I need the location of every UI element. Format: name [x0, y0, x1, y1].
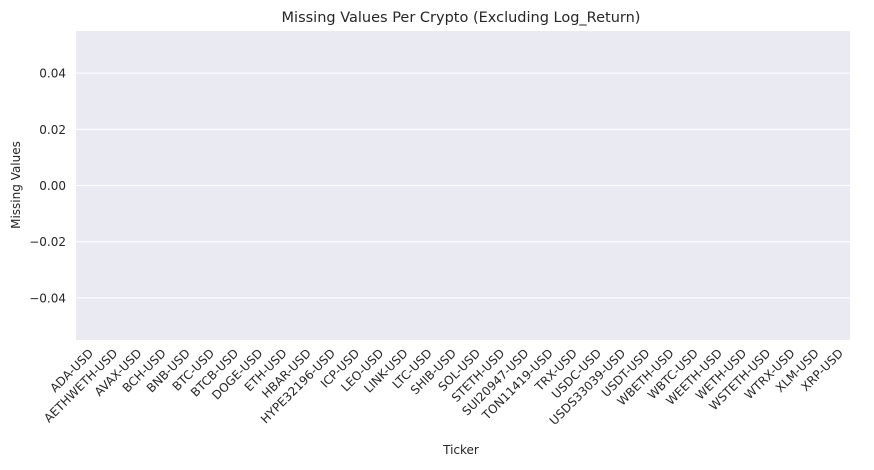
y-tick-label: 0.04 [39, 67, 66, 81]
x-axis-label: Ticker [442, 443, 479, 457]
y-axis-label: Missing Values [9, 141, 23, 229]
y-tick-labels: 0.04 0.02 0.00 −0.02 −0.04 [29, 67, 66, 306]
y-tick-label: −0.02 [29, 235, 66, 249]
y-tick-label: −0.04 [29, 291, 66, 305]
y-tick-label: 0.02 [39, 123, 66, 137]
y-tick-label: 0.00 [39, 179, 66, 193]
x-tick-labels: ADA-USDAETHWETH-USDAVAX-USDBCH-USDBNB-US… [41, 346, 846, 428]
y-gridlines [76, 72, 850, 299]
chart-title: Missing Values Per Crypto (Excluding Log… [282, 10, 641, 26]
